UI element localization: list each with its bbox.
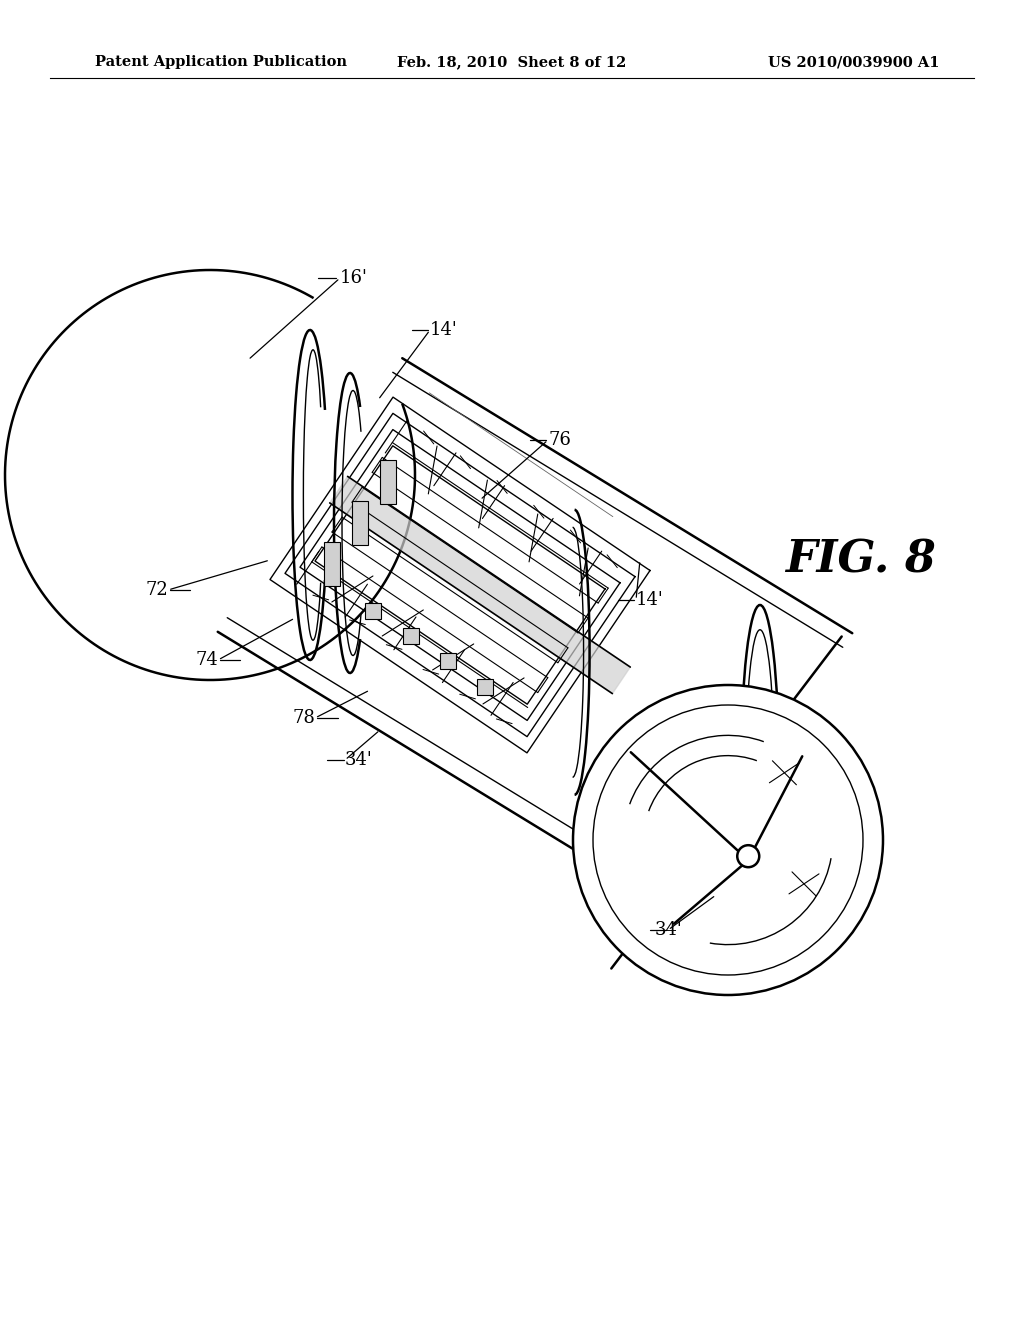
Bar <box>366 603 381 619</box>
Ellipse shape <box>741 605 779 935</box>
Text: 78: 78 <box>292 709 315 727</box>
Text: 16': 16' <box>340 269 368 286</box>
Text: 72: 72 <box>145 581 168 599</box>
Polygon shape <box>330 477 631 693</box>
Bar <box>380 459 396 503</box>
Bar <box>440 653 456 669</box>
Ellipse shape <box>737 845 759 867</box>
Bar <box>324 543 340 586</box>
Bar <box>477 678 494 694</box>
Bar <box>352 502 368 545</box>
Text: Feb. 18, 2010  Sheet 8 of 12: Feb. 18, 2010 Sheet 8 of 12 <box>397 55 627 69</box>
Bar <box>402 628 419 644</box>
Text: FIG. 8: FIG. 8 <box>784 539 936 582</box>
Text: 14': 14' <box>636 591 664 609</box>
Text: 74: 74 <box>196 651 218 669</box>
Text: 34': 34' <box>345 751 373 770</box>
Text: 34': 34' <box>654 921 682 939</box>
Text: Patent Application Publication: Patent Application Publication <box>95 55 347 69</box>
Text: 14': 14' <box>430 321 458 339</box>
Text: 76: 76 <box>548 432 570 449</box>
Ellipse shape <box>573 685 883 995</box>
Text: US 2010/0039900 A1: US 2010/0039900 A1 <box>768 55 940 69</box>
